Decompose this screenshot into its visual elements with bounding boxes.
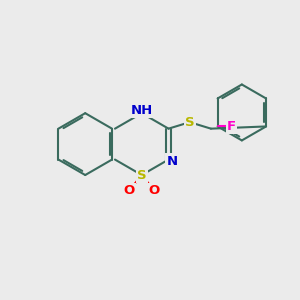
Text: O: O [124,184,135,197]
Text: N: N [167,154,178,167]
Text: S: S [185,116,194,129]
Text: NH: NH [130,104,153,117]
Text: F: F [227,120,236,133]
Text: O: O [148,184,160,197]
Text: S: S [137,169,147,182]
